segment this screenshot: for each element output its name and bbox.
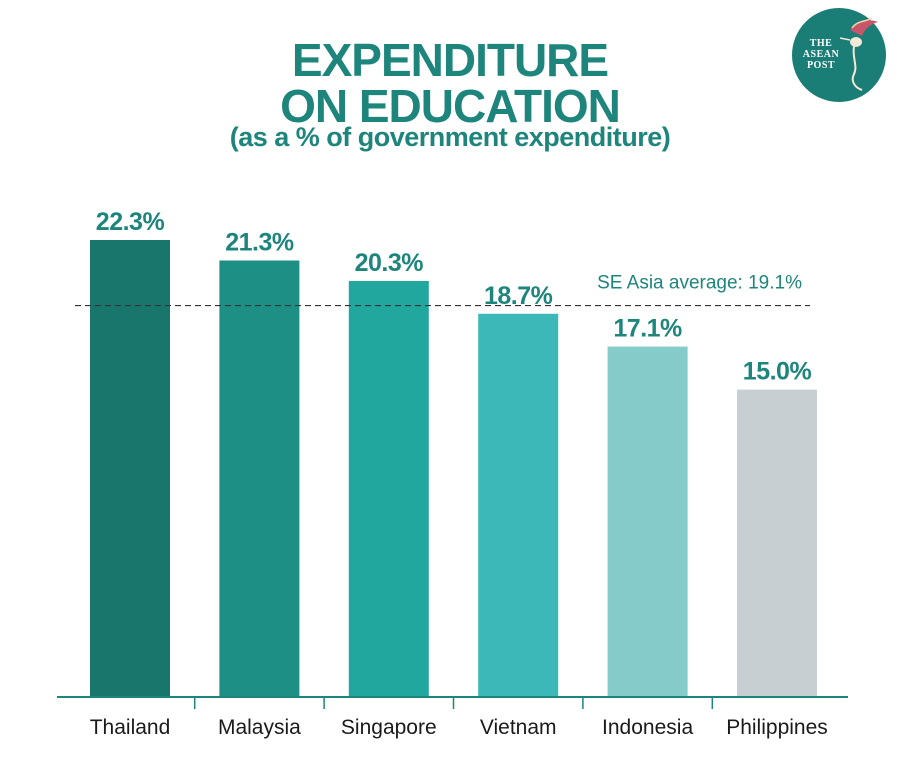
logo-text: THE ASEAN POST: [798, 38, 844, 71]
category-label: Singapore: [341, 716, 437, 739]
chart-subtitle: (as a % of government expenditure): [229, 122, 671, 152]
bar-philippines: [737, 389, 817, 697]
bar-value-label: 17.1%: [613, 315, 682, 343]
bar-thailand: [90, 240, 170, 697]
category-label: Indonesia: [602, 716, 693, 739]
bar-value-label: 21.3%: [225, 228, 294, 256]
chart-title-line1: EXPENDITURE: [291, 34, 609, 86]
bar-malaysia: [219, 260, 300, 697]
chart-title-line2: ON EDUCATION: [280, 80, 621, 132]
logo-text-the: THE: [809, 38, 833, 49]
hummingbird-icon: [839, 17, 878, 91]
bar-indonesia: [607, 346, 688, 697]
bar-value-label: 22.3%: [96, 208, 165, 236]
asean-post-logo: THE ASEAN POST: [792, 8, 886, 102]
category-label: Thailand: [90, 716, 171, 739]
average-reference-label: SE Asia average: 19.1%: [597, 273, 802, 294]
bar-value-label: 20.3%: [355, 249, 424, 277]
category-label: Malaysia: [218, 716, 301, 739]
bar-vietnam: [478, 313, 559, 697]
category-label: Philippines: [726, 716, 828, 739]
logo-text-post: POST: [806, 60, 836, 71]
logo-text-asean: ASEAN: [802, 49, 840, 60]
category-label: Vietnam: [480, 716, 557, 739]
bar-singapore: [348, 280, 429, 697]
bar-value-label: 15.0%: [743, 358, 812, 386]
